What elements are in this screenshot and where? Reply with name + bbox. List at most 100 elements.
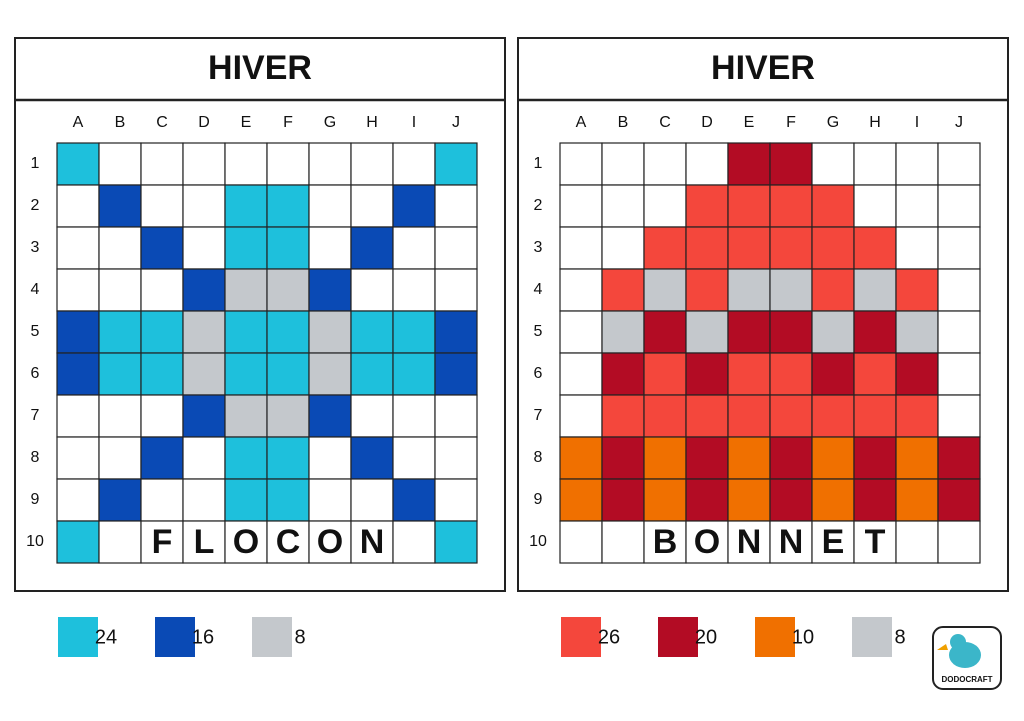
grid-cell	[140, 352, 184, 396]
legend-count: 20	[695, 626, 717, 648]
grid-cell	[434, 142, 478, 186]
grid-cell	[601, 184, 645, 228]
grid-cell	[685, 226, 729, 270]
word-letter: O	[694, 523, 720, 561]
grid-cell	[811, 436, 855, 480]
grid-cell	[811, 478, 855, 522]
grid-cell	[140, 226, 184, 270]
grid-cell	[98, 310, 142, 354]
grid-cell	[56, 478, 100, 522]
row-label: 4	[31, 281, 40, 298]
grid-cell	[308, 520, 352, 564]
grid-cell	[853, 520, 897, 564]
grid-cell	[56, 520, 100, 564]
word-letter: N	[737, 523, 762, 561]
column-label: H	[366, 114, 378, 131]
grid-cell	[811, 268, 855, 312]
legend-count: 26	[598, 626, 620, 648]
grid-cell	[643, 142, 687, 186]
grid-cell	[434, 268, 478, 312]
legend-count: 8	[894, 626, 905, 648]
grid-cell	[769, 226, 813, 270]
grid-cell	[182, 226, 226, 270]
grid-cell	[182, 436, 226, 480]
grid-cell	[895, 226, 939, 270]
grid-cell	[853, 226, 897, 270]
grid-cell	[937, 184, 981, 228]
grid-cell	[559, 310, 603, 354]
grid-cell	[350, 142, 394, 186]
grid-cell	[98, 184, 142, 228]
grid-cell	[937, 142, 981, 186]
grid-cell	[392, 478, 436, 522]
row-label: 8	[31, 449, 40, 466]
column-label: F	[786, 114, 796, 131]
grid-cell	[140, 394, 184, 438]
grid-cell	[643, 184, 687, 228]
grid-cell	[853, 184, 897, 228]
grid-cell	[392, 394, 436, 438]
grid-cell	[224, 142, 268, 186]
grid-cell	[601, 394, 645, 438]
grid-cell	[308, 226, 352, 270]
grid-cell	[685, 436, 729, 480]
grid-cell	[895, 436, 939, 480]
grid-cell	[266, 352, 310, 396]
grid-cell	[434, 394, 478, 438]
logo-text: DODOCRAFT	[941, 675, 992, 684]
column-label: B	[115, 114, 126, 131]
grid-cell	[853, 142, 897, 186]
grid-cell	[937, 436, 981, 480]
grid-cell	[811, 142, 855, 186]
grid-cell	[182, 352, 226, 396]
grid-cell	[98, 226, 142, 270]
word-letter: N	[360, 523, 385, 561]
grid-cell	[350, 310, 394, 354]
grid-cell	[559, 394, 603, 438]
grid-cell	[769, 310, 813, 354]
grid-cell	[895, 478, 939, 522]
legend-count: 24	[95, 626, 117, 648]
column-label: J	[955, 114, 963, 131]
grid-cell	[685, 352, 729, 396]
grid-cell	[224, 268, 268, 312]
grid-cell	[56, 310, 100, 354]
word-letter: N	[779, 523, 804, 561]
grid-cell	[811, 226, 855, 270]
row-label: 10	[529, 533, 547, 550]
grid-cell	[434, 436, 478, 480]
grid-cell	[308, 310, 352, 354]
grid-cell	[266, 142, 310, 186]
grid-cell	[182, 478, 226, 522]
grid-cell	[727, 310, 771, 354]
grid-cell	[224, 310, 268, 354]
grid-cell	[853, 310, 897, 354]
legend-count: 10	[792, 626, 814, 648]
column-label: I	[412, 114, 416, 131]
grid-cell	[224, 352, 268, 396]
grid-cell	[308, 436, 352, 480]
grid-cell	[140, 184, 184, 228]
grid-cell	[559, 478, 603, 522]
grid-cell	[601, 352, 645, 396]
grid-cell	[182, 142, 226, 186]
grid-cell	[643, 352, 687, 396]
legend-count: 8	[294, 626, 305, 648]
grid-cell	[811, 184, 855, 228]
grid-cell	[308, 184, 352, 228]
grid-cell	[895, 352, 939, 396]
grid-cell	[727, 184, 771, 228]
grid-cell	[853, 394, 897, 438]
grid-cell	[140, 142, 184, 186]
grid-cell	[434, 478, 478, 522]
word-letter: O	[233, 523, 259, 561]
grid-cell	[98, 142, 142, 186]
grid-cell	[224, 394, 268, 438]
word-letter: L	[194, 523, 215, 561]
grid-cell	[308, 268, 352, 312]
grid-cell	[434, 352, 478, 396]
column-label: G	[324, 114, 336, 131]
grid-cell	[434, 310, 478, 354]
grid-cell	[182, 520, 226, 564]
